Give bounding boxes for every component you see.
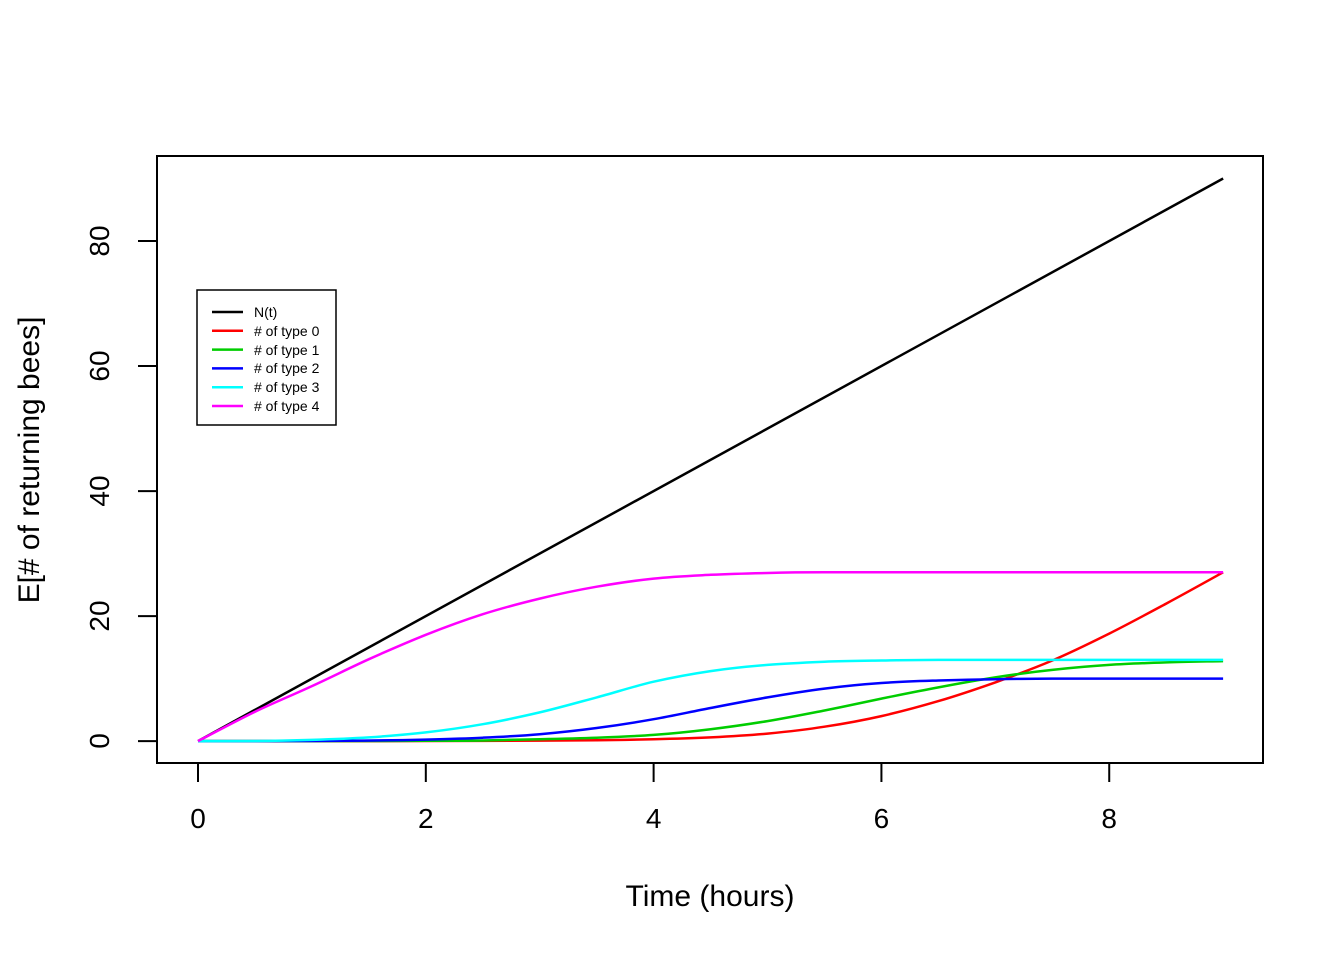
legend-item-label: # of type 1 <box>254 341 320 358</box>
legend-item-label: # of type 4 <box>254 398 320 414</box>
x-tick-label: 6 <box>873 803 890 834</box>
series-line-of-type-4 <box>197 571 1224 743</box>
y-axis-title: E[# of returning bees] <box>13 316 46 604</box>
x-tick-label: 0 <box>190 803 206 834</box>
x-axis-title: Time (hours) <box>625 880 795 913</box>
x-tick-label: 4 <box>645 803 662 834</box>
series-line-of-type-2 <box>197 677 1224 743</box>
y-tick-label: 80 <box>84 225 115 257</box>
series-line-n-t <box>197 177 1224 743</box>
series-line-of-type-3 <box>197 658 1224 743</box>
y-tick-label: 0 <box>84 733 115 749</box>
y-tick-label: 60 <box>84 350 115 382</box>
x-tick-label: 8 <box>1101 803 1118 834</box>
y-tick-label: 20 <box>84 600 115 632</box>
legend-item-label: # of type 2 <box>254 360 320 377</box>
legend-item-label: # of type 3 <box>254 379 320 396</box>
y-tick-label: 40 <box>84 475 115 507</box>
legend-item-label: # of type 0 <box>254 322 320 339</box>
legend-item-label: N(t) <box>254 304 278 320</box>
series-line-of-type-1 <box>197 659 1224 743</box>
plot-frame <box>156 155 1264 764</box>
x-tick-label: 2 <box>418 803 434 834</box>
